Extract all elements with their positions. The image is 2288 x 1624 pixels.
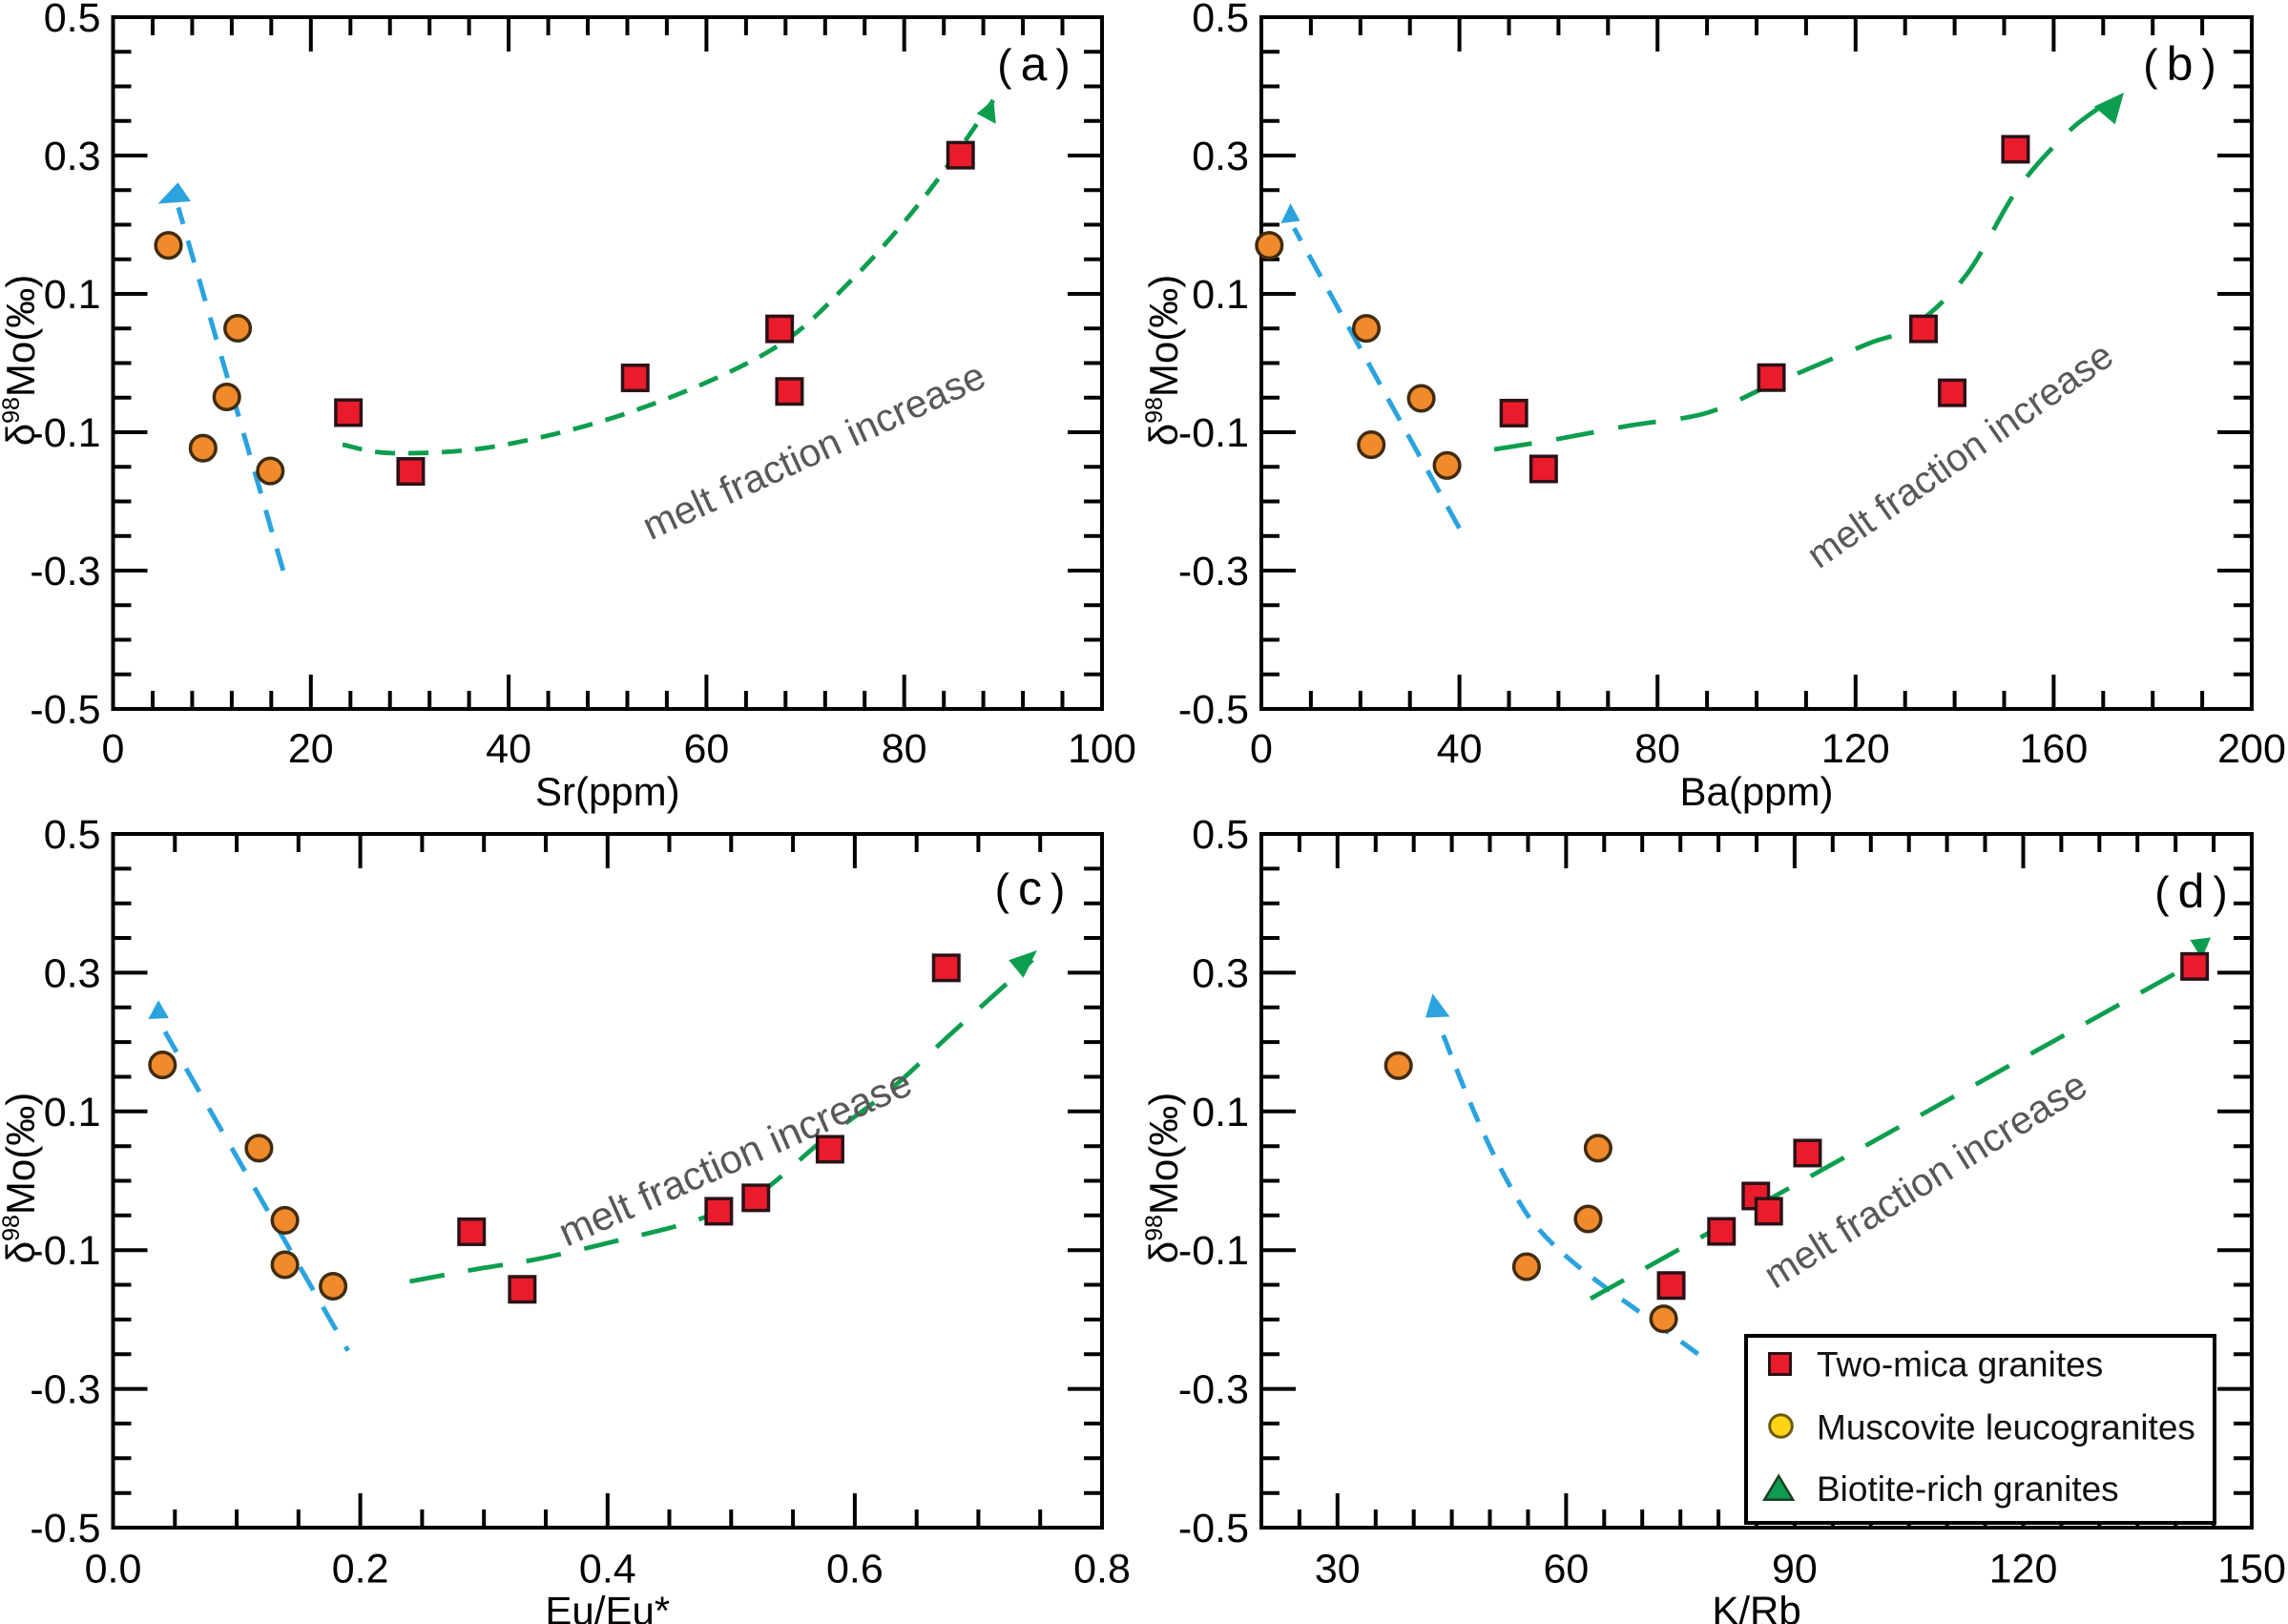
svg-text:40: 40 [486,726,531,772]
svg-text:-0.1: -0.1 [1178,410,1249,456]
svg-text:Ba(ppm): Ba(ppm) [1679,769,1833,814]
svg-text:0.4: 0.4 [579,1547,636,1593]
svg-text:60: 60 [683,726,729,772]
svg-text:150: 150 [2217,1547,2286,1593]
svg-text:0.1: 0.1 [1192,1090,1249,1135]
svg-text:100: 100 [1068,726,1136,772]
svg-text:20: 20 [288,726,334,772]
svg-text:160: 160 [2020,726,2089,772]
svg-text:-0.1: -0.1 [1178,1228,1249,1274]
svg-text:δ98Mo(‰): δ98Mo(‰) [1141,275,1186,447]
svg-text:0.1: 0.1 [1192,272,1249,318]
svg-text:0: 0 [102,726,125,772]
svg-text:Sr(ppm): Sr(ppm) [535,769,680,814]
svg-text:0.3: 0.3 [44,950,101,996]
svg-text:80: 80 [1634,726,1680,772]
svg-text:-0.5: -0.5 [30,1506,100,1551]
svg-text:Eu/Eu*: Eu/Eu* [545,1589,670,1624]
svg-text:Two-mica granites: Two-mica granites [1817,1345,2103,1385]
svg-text:Muscovite leucogranites: Muscovite leucogranites [1817,1407,2195,1447]
svg-text:(a): (a) [997,37,1078,91]
svg-text:-0.3: -0.3 [30,549,100,594]
svg-text:0.8: 0.8 [1073,1547,1131,1593]
svg-text:0.5: 0.5 [1192,0,1249,41]
svg-text:0.5: 0.5 [44,812,101,858]
svg-text:-0.3: -0.3 [1178,549,1249,594]
svg-text:0.1: 0.1 [44,272,101,318]
svg-text:-0.5: -0.5 [1178,687,1249,733]
svg-text:(b): (b) [2143,37,2224,91]
svg-text:0.5: 0.5 [1192,812,1249,858]
svg-text:Biotite-rich granites: Biotite-rich granites [1817,1469,2119,1509]
svg-text:60: 60 [1543,1547,1589,1593]
svg-text:0.5: 0.5 [44,0,101,41]
svg-text:(d): (d) [2154,864,2236,918]
svg-text:30: 30 [1315,1547,1361,1593]
svg-text:40: 40 [1437,726,1483,772]
svg-text:0.2: 0.2 [332,1547,389,1593]
svg-text:0.0: 0.0 [85,1547,142,1593]
svg-text:0.3: 0.3 [1192,950,1249,996]
svg-text:120: 120 [1989,1547,2058,1593]
svg-text:200: 200 [2217,726,2286,772]
svg-text:K/Rb: K/Rb [1712,1589,1800,1624]
svg-text:0.1: 0.1 [44,1090,101,1135]
svg-text:0.3: 0.3 [44,134,101,179]
svg-text:0.6: 0.6 [826,1547,884,1593]
svg-text:0: 0 [1250,726,1273,772]
svg-text:(c): (c) [995,862,1074,915]
svg-text:80: 80 [882,726,927,772]
svg-text:-0.5: -0.5 [30,687,100,733]
svg-text:-0.5: -0.5 [1178,1506,1249,1551]
svg-text:-0.1: -0.1 [30,410,100,456]
svg-text:-0.3: -0.3 [30,1367,100,1413]
svg-text:-0.1: -0.1 [30,1228,100,1274]
svg-text:120: 120 [1821,726,1890,772]
svg-text:0.3: 0.3 [1192,134,1249,179]
svg-text:90: 90 [1772,1547,1818,1593]
svg-text:-0.3: -0.3 [1178,1367,1249,1413]
